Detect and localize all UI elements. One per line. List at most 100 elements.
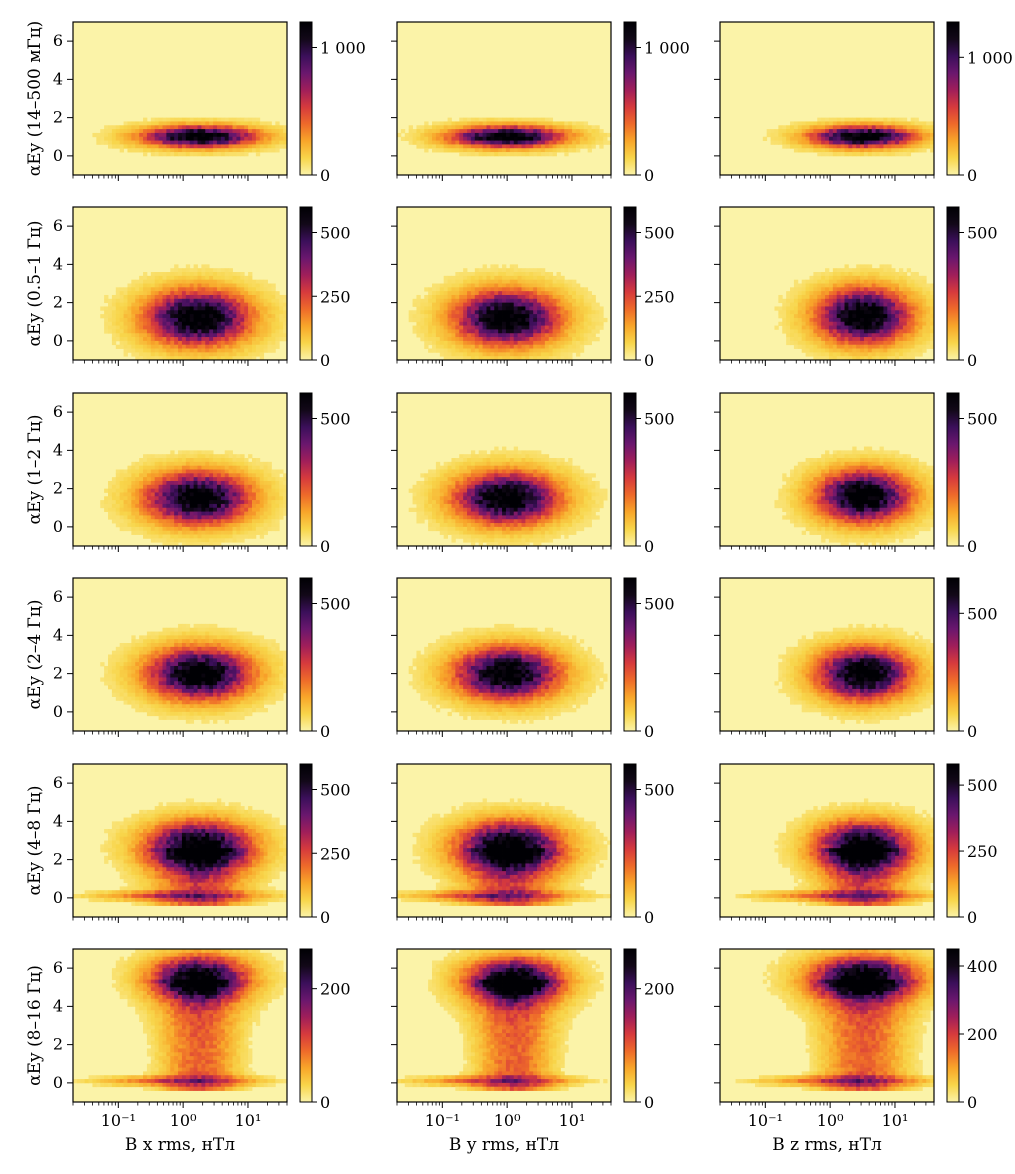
- heatmap-cell: [251, 344, 257, 349]
- heatmap-cell: [548, 275, 554, 281]
- heatmap-cell: [840, 117, 845, 122]
- heatmap-cell: [119, 340, 124, 346]
- heatmap-cell: [537, 144, 542, 149]
- heatmap-cell: [197, 152, 202, 157]
- heatmap-cell: [166, 140, 171, 145]
- heatmap-cell: [486, 129, 491, 134]
- heatmap-cell: [220, 125, 226, 130]
- heatmap-cell: [832, 310, 838, 315]
- heatmap-cell: [910, 148, 915, 153]
- heatmap-cell: [852, 125, 857, 130]
- heatmap-cell: [428, 337, 433, 342]
- heatmap-cell: [146, 480, 152, 486]
- heatmap-cell: [197, 340, 202, 346]
- heatmap-cell: [135, 492, 140, 497]
- heatmap-cell: [463, 306, 468, 311]
- heatmap-cell: [782, 302, 787, 307]
- heatmap-cell: [490, 344, 495, 349]
- heatmap-cell: [821, 275, 826, 281]
- heatmap-cell: [213, 340, 218, 346]
- heatmap-cell: [115, 473, 121, 478]
- heatmap-cell: [540, 337, 546, 342]
- heatmap-cell: [455, 329, 460, 334]
- heatmap-cell: [502, 136, 507, 141]
- heatmap-cell: [143, 275, 148, 281]
- heatmap-cell: [552, 329, 557, 334]
- heatmap-cell: [216, 492, 222, 497]
- heatmap-cell: [505, 314, 511, 319]
- heatmap-cell: [793, 321, 799, 326]
- heatmap-cell: [863, 333, 869, 338]
- heatmap-cell: [875, 275, 880, 281]
- heatmap-cell: [115, 488, 121, 493]
- heatmap-cell: [513, 302, 519, 307]
- heatmap-cell: [197, 356, 202, 361]
- heatmap-cell: [486, 283, 491, 288]
- heatmap-cell: [181, 129, 187, 134]
- heatmap-cell: [502, 287, 507, 292]
- heatmap-cell: [166, 344, 171, 349]
- heatmap-cell: [123, 526, 128, 532]
- heatmap-cell: [922, 291, 927, 296]
- heatmap-cell: [809, 302, 814, 307]
- heatmap-cell: [193, 542, 198, 547]
- heatmap-cell: [174, 484, 179, 490]
- heatmap-cell: [174, 454, 179, 459]
- heatmap-cell: [926, 294, 931, 300]
- heatmap-cell: [552, 325, 557, 330]
- heatmap-cell: [275, 317, 280, 323]
- heatmap-cell: [486, 117, 491, 122]
- heatmap-cell: [513, 264, 519, 269]
- heatmap-cell: [579, 306, 585, 311]
- heatmap-cell: [556, 325, 561, 330]
- heatmap-cell: [856, 136, 861, 141]
- heatmap-cell: [447, 306, 452, 311]
- heatmap-cell: [181, 461, 187, 467]
- heatmap-cell: [595, 136, 600, 141]
- heatmap-cell: [170, 344, 175, 349]
- heatmap-cell: [104, 321, 109, 326]
- heatmap-cell: [568, 310, 573, 315]
- colorbar-frame: [299, 206, 313, 361]
- heatmap-cell: [213, 321, 218, 326]
- heatmap-cell: [424, 314, 429, 319]
- heatmap-cell: [131, 344, 136, 349]
- heatmap-cell: [902, 272, 908, 277]
- heatmap-cell: [478, 117, 483, 122]
- heatmap-cell: [193, 121, 198, 126]
- heatmap-cell: [813, 348, 818, 353]
- heatmap-cell: [193, 496, 198, 501]
- heatmap-cell: [213, 117, 218, 122]
- heatmap-cell: [443, 136, 448, 141]
- heatmap-cell: [443, 317, 448, 323]
- heatmap-cell: [478, 325, 483, 330]
- heatmap-cell: [926, 317, 931, 323]
- heatmap-cell: [255, 352, 261, 357]
- heatmap-cell: [778, 298, 783, 304]
- heatmap-cell: [463, 268, 468, 273]
- heatmap-cell: [174, 136, 179, 141]
- heatmap-cell: [778, 314, 783, 319]
- heatmap-cell: [540, 356, 546, 361]
- heatmap-cell: [216, 488, 222, 493]
- heatmap-cell: [813, 321, 818, 326]
- heatmap-cell: [583, 144, 589, 149]
- heatmap-cell: [201, 461, 206, 467]
- heatmap-cell: [197, 294, 202, 300]
- heatmap-cell: [793, 337, 799, 342]
- heatmap-cell: [498, 344, 503, 349]
- heatmap-cell: [922, 340, 927, 346]
- heatmap-cell: [844, 148, 849, 153]
- heatmap-cell: [910, 337, 915, 342]
- heatmap-cell: [420, 317, 425, 323]
- heatmap-cell: [447, 325, 452, 330]
- heatmap-cell: [178, 268, 183, 273]
- heatmap-cell: [166, 507, 171, 512]
- heatmap-cell: [560, 283, 565, 288]
- heatmap-cell: [166, 515, 171, 520]
- heatmap-cell: [579, 144, 585, 149]
- heatmap-cell: [158, 136, 163, 141]
- heatmap-cell: [852, 287, 857, 292]
- heatmap-cell: [439, 352, 445, 357]
- heatmap-cell: [162, 348, 167, 353]
